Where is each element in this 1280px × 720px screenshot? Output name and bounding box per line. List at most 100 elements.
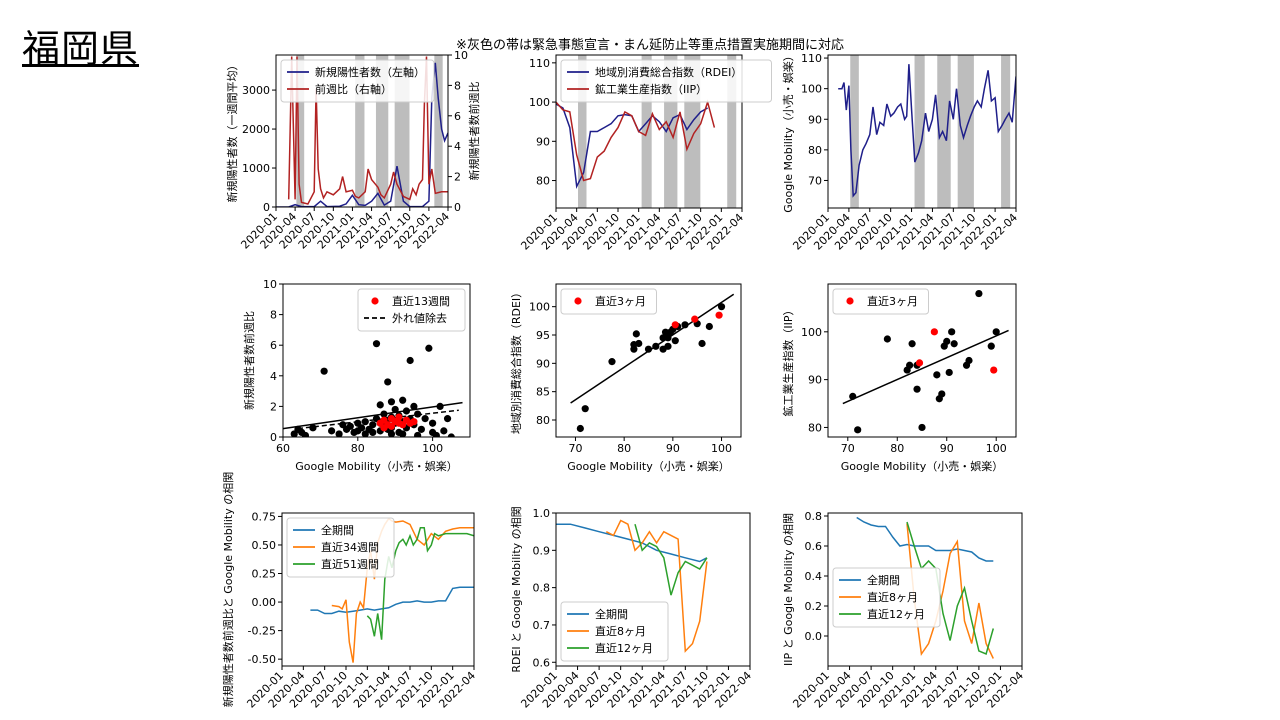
y-tick-label: 1.0 — [533, 507, 551, 520]
plot-frame — [827, 512, 1023, 667]
y-tick-label: 90 — [536, 357, 550, 370]
scatter-point — [357, 424, 366, 432]
scatter-point — [950, 340, 958, 348]
legend-label: 直近3ヶ月 — [867, 294, 918, 308]
series-line — [310, 586, 474, 615]
series-line — [856, 516, 994, 562]
plot-area — [556, 519, 708, 653]
x-tick-label: 70 — [568, 442, 582, 455]
scatter-point — [436, 402, 444, 410]
scatter-point — [965, 356, 973, 365]
series-line — [906, 523, 994, 659]
legend-box — [832, 567, 941, 628]
scatter-point-recent — [990, 366, 998, 374]
chart-p8: 0.60.70.80.91.02020-012020-042020-072020… — [510, 506, 754, 710]
scatter-point-recent — [915, 359, 924, 367]
y2-tick-label: 10 — [454, 49, 468, 62]
y-axis-label: RDEI と Google Mobility の相関 — [510, 506, 523, 672]
legend-label: 外れ値除去 — [392, 311, 447, 325]
legend-box — [832, 288, 929, 315]
y-tick-label: 0 — [263, 201, 270, 214]
y-tick-label: 3000 — [242, 84, 270, 97]
scatter-point — [309, 424, 317, 432]
fit-line — [570, 293, 735, 404]
y-tick-label: 0.50 — [252, 539, 277, 552]
scatter-point — [945, 368, 953, 377]
scatter-point — [975, 289, 983, 298]
region-title: 福岡県 — [22, 27, 140, 71]
fit-line — [842, 329, 1009, 405]
chart-p9: 0.00.20.40.60.82020-012020-042020-072020… — [782, 510, 1026, 711]
scatter-point — [581, 405, 589, 413]
shaded-period — [727, 55, 737, 208]
y-tick-label: 90 — [808, 113, 822, 126]
y-tick-label: 80 — [536, 175, 550, 188]
scatter-point — [576, 424, 584, 433]
scatter-point — [717, 303, 726, 311]
scatter-point — [938, 390, 946, 398]
legend: 直近3ヶ月 — [832, 288, 929, 315]
plot-area — [842, 289, 1009, 434]
scatter-point — [705, 322, 713, 331]
y-tick-label: 0.8 — [805, 510, 823, 523]
y-tick-label: 6 — [270, 339, 277, 352]
legend-label: 直近12ヶ月 — [595, 641, 653, 655]
y-tick-label: 80 — [536, 414, 550, 427]
scatter-point-recent — [395, 413, 403, 421]
scatter-point — [429, 419, 437, 427]
y-tick-label: 0.00 — [252, 596, 277, 609]
shaded-period — [1001, 55, 1011, 208]
shaded-period — [914, 55, 925, 208]
series-line — [556, 523, 708, 563]
series-line — [634, 524, 708, 596]
plot-frame — [827, 283, 1017, 438]
y-tick-label: 10 — [263, 278, 277, 291]
x-axis-label: Google Mobility（小売・娯楽） — [841, 459, 1003, 473]
scatter-point — [883, 335, 891, 343]
scatter-point — [698, 339, 706, 348]
legend-label: 直近51週間 — [321, 557, 379, 571]
plot-frame — [555, 512, 751, 667]
legend: 地域別消費総合指数（RDEI） 鉱工業生産指数（IIP） — [560, 59, 772, 103]
scatter-point — [652, 342, 660, 350]
scatter-point — [632, 330, 640, 338]
y-tick-label: 110 — [801, 52, 822, 65]
legend-label: 全期間 — [595, 607, 628, 621]
y-tick-label: 95 — [536, 329, 550, 342]
x-tick-label: 100 — [422, 442, 443, 455]
x-axis-label: Google Mobility（小売・娯楽） — [295, 459, 457, 473]
scatter-point — [908, 340, 916, 348]
y-tick-label: 90 — [808, 374, 822, 387]
y-axis-label: 新規陽性者数（一週間平均） — [225, 60, 239, 203]
chart-p5: 80 85 90 95 100 70 80 90 100 地域別消費総合指数（RDEI） Googl… — [509, 283, 742, 473]
scatter-point — [410, 402, 418, 410]
series-line — [605, 519, 708, 653]
scatter-point — [671, 337, 679, 345]
scatter-point — [399, 396, 407, 404]
scatter-point — [906, 361, 914, 369]
scatter-point — [913, 385, 921, 393]
y-tick-label: 0.2 — [805, 600, 823, 613]
scatter-point — [301, 431, 310, 437]
chart-p1: 010002000300002468102020-012020-042020-0… — [225, 49, 481, 252]
scatter-point — [328, 427, 336, 435]
scatter-point — [854, 426, 862, 434]
scatter-point — [608, 358, 616, 366]
scatter-point — [361, 418, 369, 426]
scatter-point — [681, 321, 689, 329]
y-tick-label: -0.25 — [248, 625, 276, 638]
plot-frame — [282, 283, 471, 438]
y-tick-label: 0.6 — [805, 540, 823, 553]
x-tick-label: 80 — [351, 442, 365, 455]
y-tick-label: 8 — [270, 309, 277, 322]
plot-frame — [555, 54, 743, 209]
y2-tick-label: 2 — [454, 171, 461, 184]
y-tick-label: 0.6 — [533, 656, 551, 669]
y-tick-label: 100 — [801, 326, 822, 339]
legend-box — [280, 59, 435, 103]
scatter-point-recent — [715, 311, 723, 319]
series-line — [366, 527, 474, 640]
